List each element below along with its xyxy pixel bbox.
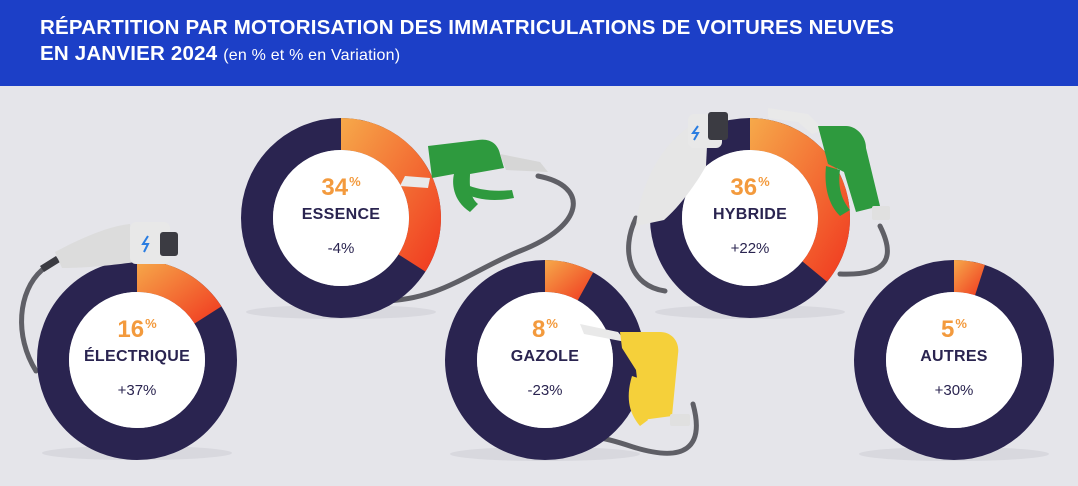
pct-autres: 5% (941, 316, 967, 343)
fuel-nozzle-yellow-icon (580, 324, 690, 426)
label-essence: ESSENCE (301, 206, 381, 223)
ev-plug-icon (40, 222, 178, 272)
donut-center-electrique (69, 292, 205, 428)
fuel-nozzle-green-icon (400, 139, 548, 212)
hybrid-hose (837, 223, 890, 277)
pct-essence: 34% (321, 174, 361, 201)
donut-center-autres (886, 292, 1022, 428)
donut-segment-hybride (750, 118, 851, 282)
donut-center-gazole (477, 292, 613, 428)
variation-electrique: +37% (117, 382, 157, 399)
essence-hose (377, 173, 576, 304)
hybrid-cable (626, 215, 668, 294)
chart-title-line-1: RÉPARTITION PAR MOTORISATION DES IMMATRI… (40, 16, 895, 39)
donut-essence: 34% ESSENCE -4% (241, 168, 441, 268)
donut-autres: 5% AUTRES +30% (854, 310, 1054, 410)
pct-gazole: 8% (532, 316, 558, 343)
donut-center-essence (273, 150, 409, 286)
pct-electrique: 16% (117, 316, 157, 343)
donut-segment-electrique (137, 260, 222, 324)
chart-title-line-2: EN JANVIER 2024 (en % et % en Variation) (40, 41, 1078, 69)
chart-title-year: EN JANVIER 2024 (40, 42, 218, 65)
donut-charts-svg (19, 108, 1054, 461)
donut-electrique: 16% ÉLECTRIQUE +37% (37, 310, 237, 410)
label-hybride: HYBRIDE (712, 206, 788, 223)
label-electrique: ÉLECTRIQUE (83, 348, 191, 365)
variation-hybride: +22% (730, 240, 770, 257)
hybrid-plug-and-nozzle-icon (636, 108, 890, 226)
donut-center-hybride (682, 150, 818, 286)
donut-segment-gazole (545, 260, 594, 301)
ev-cable (19, 267, 45, 374)
variation-essence: -4% (327, 240, 355, 257)
label-autres: AUTRES (920, 348, 988, 365)
variation-gazole: -23% (527, 382, 563, 399)
label-gazole: GAZOLE (510, 348, 580, 365)
chart-area: 16% ÉLECTRIQUE +37% 34% ESSENCE -4% 8% G… (0, 86, 1078, 486)
pct-hybride: 36% (730, 174, 770, 201)
chart-subtitle: (en % et % en Variation) (223, 47, 401, 64)
donut-rings (37, 118, 1054, 460)
donut-gazole: 8% GAZOLE -23% (445, 310, 645, 410)
donut-segment-autres (954, 260, 985, 296)
chart-header: RÉPARTITION PAR MOTORISATION DES IMMATRI… (0, 0, 1078, 86)
donut-segment-essence (341, 118, 441, 272)
variation-autres: +30% (934, 382, 974, 399)
donut-hybride: 36% HYBRIDE +22% (650, 168, 850, 268)
